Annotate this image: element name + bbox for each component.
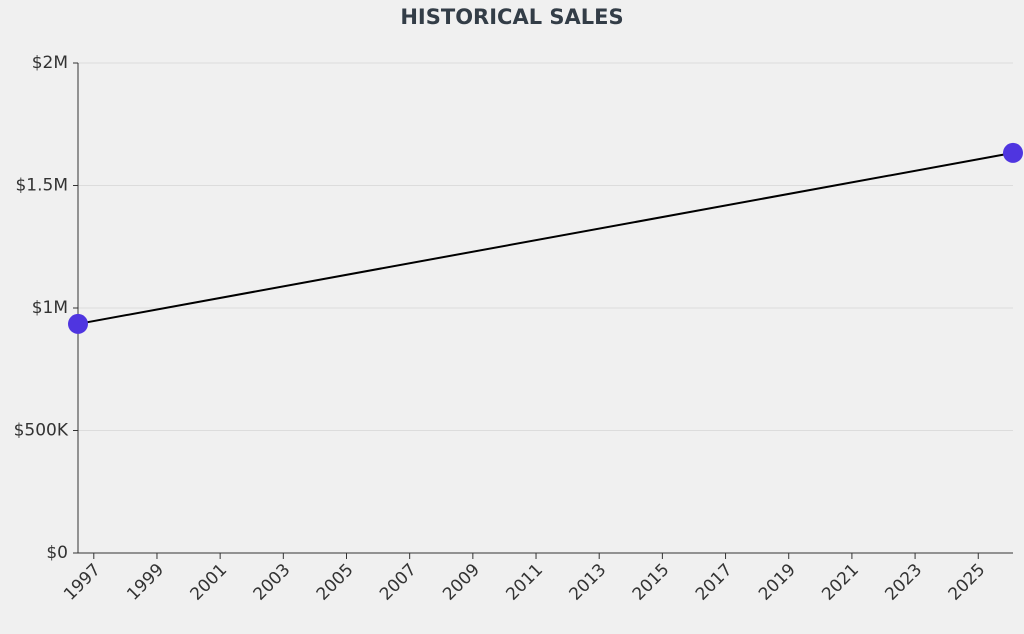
y-tick-label: $0: [46, 543, 68, 563]
x-tick-label: 2003: [250, 560, 295, 605]
x-tick-label: 1999: [123, 560, 168, 605]
y-tick-label: $2M: [32, 53, 68, 73]
x-tick-label: 2019: [755, 560, 800, 605]
x-tick-label: 2007: [376, 560, 421, 605]
y-tick-label: $1M: [32, 298, 68, 318]
x-tick-label: 2005: [313, 560, 358, 605]
line: [77, 151, 1014, 325]
chart-title: HISTORICAL SALES: [400, 5, 623, 29]
x-tick-label: 2017: [692, 560, 737, 605]
point: [68, 313, 88, 334]
y-tick-label: $500K: [14, 421, 69, 441]
x-tick-label: 1997: [60, 560, 105, 605]
y-tick-label: $1.5M: [15, 176, 68, 196]
point: [1003, 142, 1023, 163]
x-tick-label: 2021: [818, 560, 863, 605]
x-tick-label: 2013: [566, 560, 611, 605]
x-tick-label: 2023: [881, 560, 926, 605]
x-tick-label: 2025: [945, 560, 990, 605]
x-tick-label: 2015: [629, 560, 674, 605]
x-tick-label: 2001: [186, 560, 231, 605]
x-tick-label: 2011: [502, 560, 547, 605]
x-tick-label: 2009: [439, 560, 484, 605]
